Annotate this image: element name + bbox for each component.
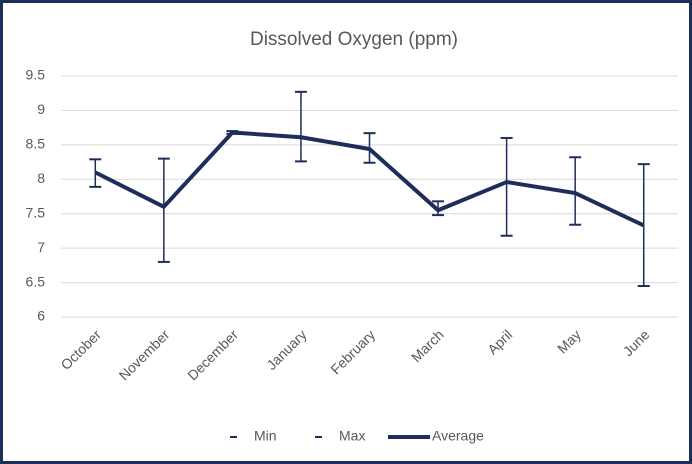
y-tick-label: 6 bbox=[37, 308, 45, 324]
y-tick-label: 6.5 bbox=[26, 273, 46, 289]
y-tick-label: 8.5 bbox=[26, 136, 46, 152]
legend-label: Average bbox=[432, 428, 484, 444]
y-tick-label: 9 bbox=[37, 101, 45, 117]
chart-title: Dissolved Oxygen (ppm) bbox=[250, 29, 458, 50]
legend-label: Min bbox=[254, 428, 277, 444]
legend-label: Max bbox=[339, 428, 365, 444]
y-tick-label: 9.5 bbox=[26, 67, 46, 83]
y-tick-label: 7 bbox=[37, 239, 45, 255]
y-tick-label: 8 bbox=[37, 170, 45, 186]
y-tick-label: 7.5 bbox=[26, 204, 46, 220]
average-line bbox=[94, 130, 645, 228]
